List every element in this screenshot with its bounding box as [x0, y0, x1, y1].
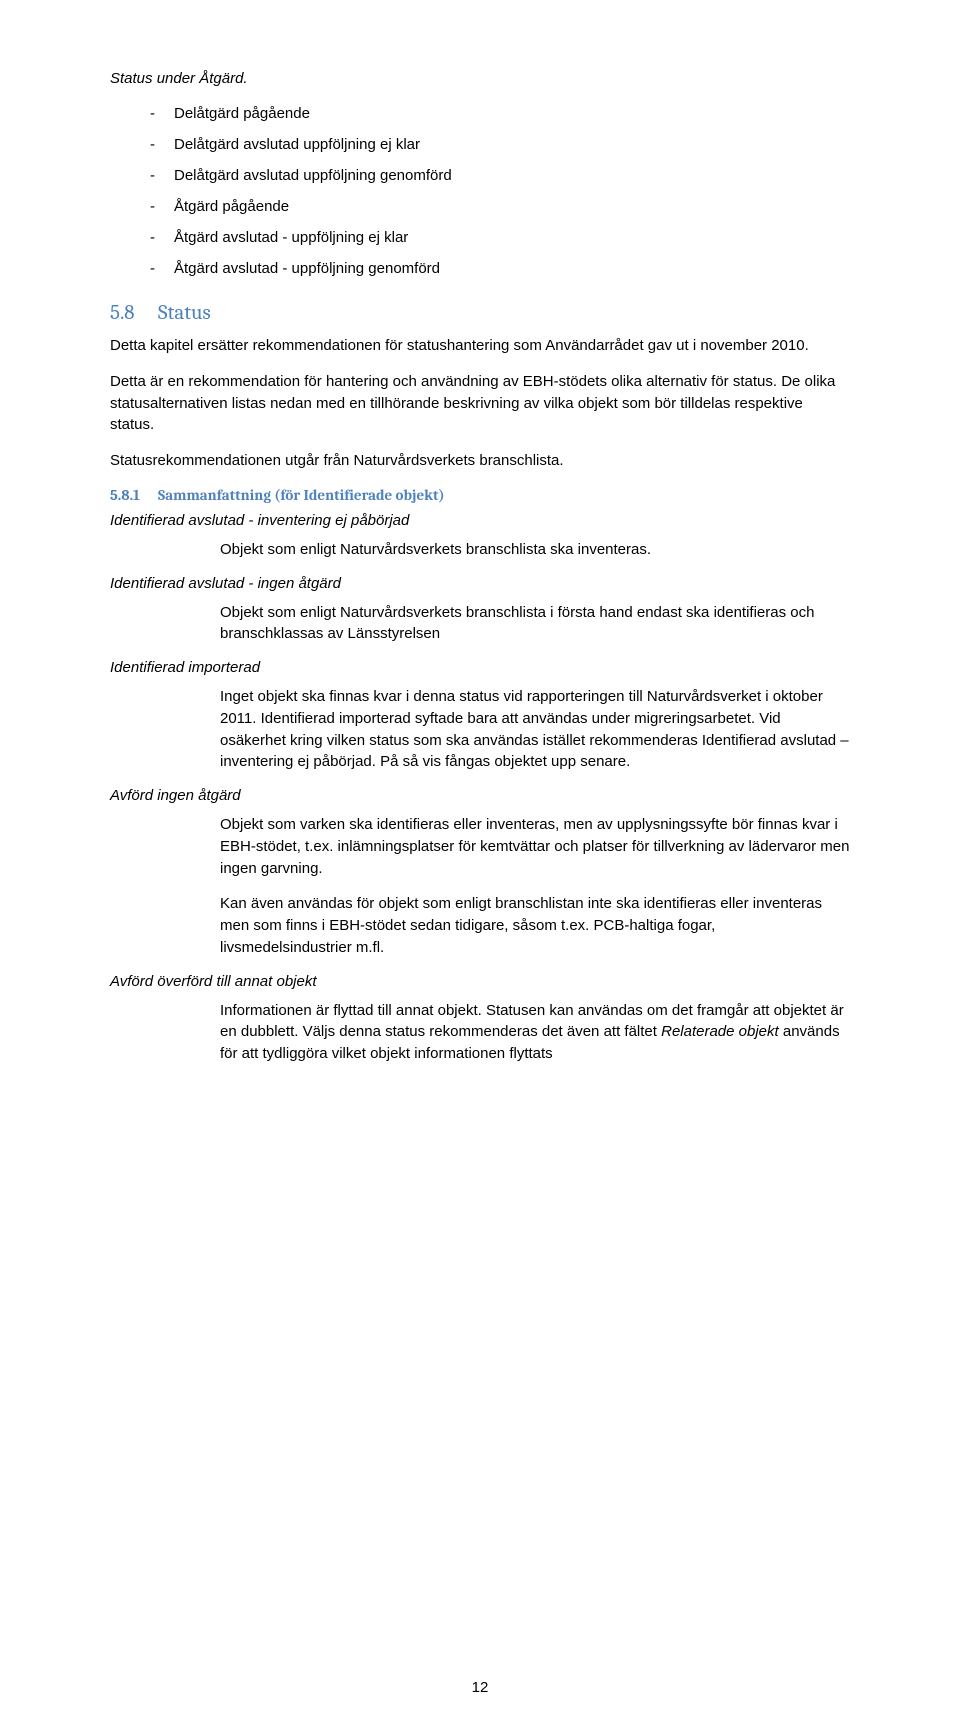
bullet-item: - Delåtgärd pågående: [150, 105, 850, 122]
section-paragraph: Objekt som varken ska identifieras eller…: [220, 814, 850, 879]
status-bullet-list: - Delåtgärd pågående - Delåtgärd avsluta…: [150, 105, 850, 277]
bullet-text: Delåtgärd avslutad uppföljning genomförd: [174, 167, 452, 184]
bullet-text: Åtgärd avslutad - uppföljning genomförd: [174, 260, 440, 277]
para-italic: Relaterade objekt: [661, 1023, 779, 1040]
section-head: Avförd ingen åtgärd: [110, 787, 850, 804]
bullet-item: - Delåtgärd avslutad uppföljning genomfö…: [150, 167, 850, 184]
bullet-item: - Åtgärd avslutad - uppföljning genomför…: [150, 260, 850, 277]
section-head: Avförd överförd till annat objekt: [110, 973, 850, 990]
section-paragraph: Kan även användas för objekt som enligt …: [220, 893, 850, 958]
bullet-dash-icon: -: [150, 260, 174, 277]
section-paragraph: Informationen är flyttad till annat obje…: [220, 1000, 850, 1065]
section-head: Identifierad avslutad - inventering ej p…: [110, 512, 850, 529]
section-paragraph: Objekt som enligt Naturvårdsverkets bran…: [220, 602, 850, 646]
heading-5-8: 5.8Status: [110, 301, 850, 325]
bullet-text: Delåtgärd pågående: [174, 105, 310, 122]
body-paragraph: Detta är en rekommendation för hantering…: [110, 371, 850, 436]
bullet-dash-icon: -: [150, 229, 174, 246]
bullet-text: Delåtgärd avslutad uppföljning ej klar: [174, 136, 420, 153]
heading-text: Sammanfattning (för Identifierade objekt…: [158, 486, 445, 504]
section-head: Identifierad importerad: [110, 659, 850, 676]
bullet-item: - Åtgärd avslutad - uppföljning ej klar: [150, 229, 850, 246]
status-under-line: Status under Åtgärd.: [110, 70, 850, 87]
body-paragraph: Detta kapitel ersätter rekommendationen …: [110, 335, 850, 357]
heading-number: 5.8.1: [110, 486, 158, 504]
bullet-item: - Delåtgärd avslutad uppföljning ej klar: [150, 136, 850, 153]
bullet-dash-icon: -: [150, 136, 174, 153]
bullet-dash-icon: -: [150, 105, 174, 122]
bullet-text: Åtgärd avslutad - uppföljning ej klar: [174, 229, 408, 246]
bullet-dash-icon: -: [150, 167, 174, 184]
section-paragraph: Inget objekt ska finnas kvar i denna sta…: [220, 686, 850, 773]
bullet-text: Åtgärd pågående: [174, 198, 289, 215]
section-paragraph: Objekt som enligt Naturvårdsverkets bran…: [220, 539, 850, 561]
section-head: Identifierad avslutad - ingen åtgärd: [110, 575, 850, 592]
heading-5-8-1: 5.8.1Sammanfattning (för Identifierade o…: [110, 486, 850, 504]
body-paragraph: Statusrekommendationen utgår från Naturv…: [110, 450, 850, 472]
page-number: 12: [0, 1679, 960, 1696]
bullet-item: - Åtgärd pågående: [150, 198, 850, 215]
document-page: Status under Åtgärd. - Delåtgärd pågåend…: [0, 0, 960, 1732]
heading-text: Status: [158, 301, 211, 325]
heading-number: 5.8: [110, 301, 158, 325]
bullet-dash-icon: -: [150, 198, 174, 215]
